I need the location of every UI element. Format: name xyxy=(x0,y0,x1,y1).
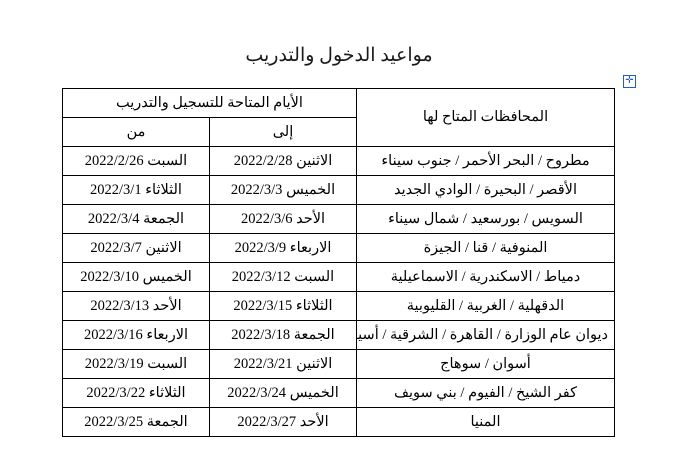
table-row: مطروح / البحر الأحمر / جنوب سيناء الاثني… xyxy=(61,146,615,176)
column-header-days-group: الأيام المتاحة للتسجيل والتدريب xyxy=(61,88,358,118)
cell-date-from: الاثنين 2022/3/7 xyxy=(61,233,211,263)
cell-governorates: المنيا xyxy=(356,407,615,437)
cell-governorates: المنوفية / قنا / الجيزة xyxy=(356,233,615,263)
cell-date-from: الجمعة 2022/3/25 xyxy=(61,407,211,437)
cell-date-to: الجمعة 2022/3/18 xyxy=(209,320,357,350)
cell-date-to: السبت 2022/3/12 xyxy=(209,262,357,292)
table-row: كفر الشيخ / الفيوم / بني سويف الخميس 202… xyxy=(61,378,615,408)
cell-date-from: الاربعاء 2022/3/16 xyxy=(61,320,211,350)
column-header-from: من xyxy=(61,117,211,147)
cell-date-from: الثلاثاء 2022/3/22 xyxy=(61,378,211,408)
table-move-handle-icon[interactable]: ✛ xyxy=(623,75,636,88)
cell-date-from: الخميس 2022/3/10 xyxy=(61,262,211,292)
cell-date-to: الاثنين 2022/3/21 xyxy=(209,349,357,379)
column-header-governorates: المحافظات المتاح لها xyxy=(356,88,615,147)
cell-date-to: الأحد 2022/3/27 xyxy=(209,407,357,437)
cell-governorates: الدقهلية / الغربية / القليوبية xyxy=(356,291,615,321)
page-title: مواعيد الدخول والتدريب xyxy=(245,45,433,66)
cell-date-from: الجمعة 2022/3/4 xyxy=(61,204,211,234)
cell-governorates: الأقصر / البحيرة / الوادي الجديد xyxy=(356,175,615,205)
cell-governorates: ديوان عام الوزارة / القاهرة / الشرقية / … xyxy=(356,320,615,350)
table-row: ديوان عام الوزارة / القاهرة / الشرقية / … xyxy=(61,320,615,350)
table-row: أسوان / سوهاج الاثنين 2022/3/21 السبت 20… xyxy=(61,349,615,379)
column-header-to: إلى xyxy=(209,117,357,147)
table-row: السويس / بورسعيد / شمال سيناء الأحد 2022… xyxy=(61,204,615,234)
cell-date-to: الأحد 2022/3/6 xyxy=(209,204,357,234)
table-row: المنوفية / قنا / الجيزة الاربعاء 2022/3/… xyxy=(61,233,615,263)
table-row: دمياط / الاسكندرية / الاسماعيلية السبت 2… xyxy=(61,262,615,292)
schedule-table-wrapper: المحافظات المتاح لها الأيام المتاحة للتس… xyxy=(61,88,615,437)
cell-governorates: أسوان / سوهاج xyxy=(356,349,615,379)
table-row: الأقصر / البحيرة / الوادي الجديد الخميس … xyxy=(61,175,615,205)
table-row: الدقهلية / الغربية / القليوبية الثلاثاء … xyxy=(61,291,615,321)
cell-date-to: الثلاثاء 2022/3/15 xyxy=(209,291,357,321)
schedule-table: المحافظات المتاح لها الأيام المتاحة للتس… xyxy=(61,88,615,437)
table-header-row-sub: إلى من xyxy=(61,117,614,147)
cell-date-to: الخميس 2022/3/24 xyxy=(209,378,357,408)
cell-governorates: كفر الشيخ / الفيوم / بني سويف xyxy=(356,378,615,408)
cell-governorates: دمياط / الاسكندرية / الاسماعيلية xyxy=(356,262,615,292)
table-header-row-group: المحافظات المتاح لها الأيام المتاحة للتس… xyxy=(61,88,615,147)
cell-date-to: الاثنين 2022/2/28 xyxy=(209,146,357,176)
cell-governorates: مطروح / البحر الأحمر / جنوب سيناء xyxy=(356,146,615,176)
cell-date-from: السبت 2022/2/26 xyxy=(61,146,211,176)
table-body: مطروح / البحر الأحمر / جنوب سيناء الاثني… xyxy=(61,146,615,437)
cell-date-from: الثلاثاء 2022/3/1 xyxy=(61,175,211,205)
table-row: المنيا الأحد 2022/3/27 الجمعة 2022/3/25 xyxy=(61,407,615,437)
cell-governorates: السويس / بورسعيد / شمال سيناء xyxy=(356,204,615,234)
cell-date-to: الاربعاء 2022/3/9 xyxy=(209,233,357,263)
cell-date-from: السبت 2022/3/19 xyxy=(61,349,211,379)
table-header: المحافظات المتاح لها الأيام المتاحة للتس… xyxy=(61,88,615,147)
cell-date-to: الخميس 2022/3/3 xyxy=(209,175,357,205)
cell-date-from: الأحد 2022/3/13 xyxy=(61,291,211,321)
